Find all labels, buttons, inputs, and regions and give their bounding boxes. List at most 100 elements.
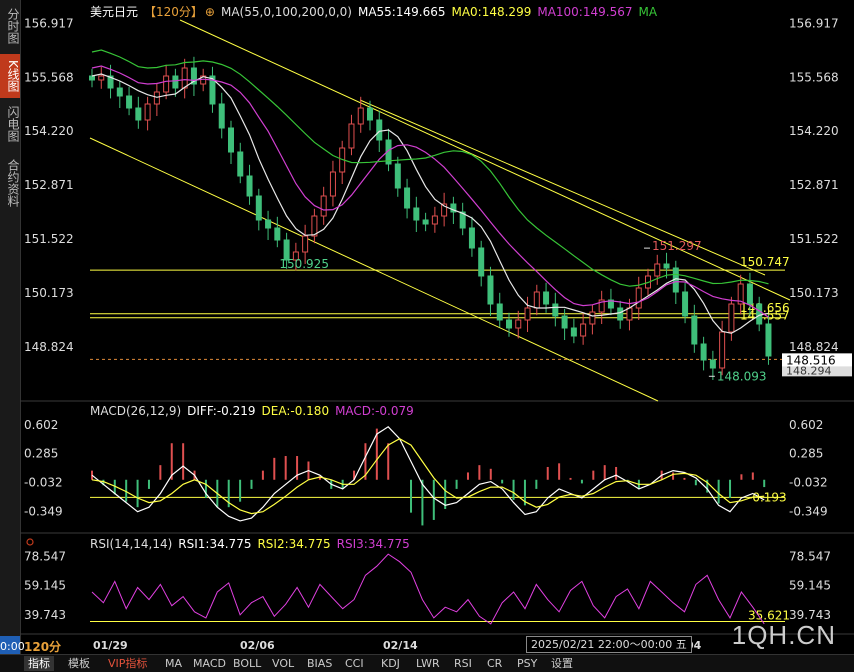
tab-cci[interactable]: CCI — [345, 657, 364, 670]
candle — [468, 227, 475, 249]
candle — [746, 283, 753, 305]
candle — [311, 215, 318, 237]
rsi-line — [91, 553, 765, 625]
rsi-name: RSI(14,14,14) — [90, 537, 173, 551]
indicator-tab-bar: 指标 模板 VIP指标 MA MACD BOLL VOL BIAS CCI KD… — [0, 654, 854, 672]
tab-bias[interactable]: BIAS — [307, 657, 333, 670]
high-annotation: 151.297 — [652, 239, 702, 253]
brand-logo: 1QH.CN — [731, 620, 836, 650]
tab-indicators[interactable]: 指标 — [24, 656, 54, 671]
ma-params: MA(55,0,100,200,0,0) — [220, 5, 352, 19]
y-tick-left: -0.349 — [24, 505, 63, 519]
tab-macd[interactable]: MACD — [193, 657, 226, 670]
macd-name: MACD(26,12,9) — [90, 404, 182, 418]
candle — [506, 319, 512, 329]
rsi2-value: RSI2:34.775 — [257, 537, 331, 551]
low-annotation: 148.093 — [717, 369, 767, 383]
x-label: 01/29 — [93, 639, 128, 652]
tab-cr[interactable]: CR — [487, 657, 503, 670]
candle — [422, 219, 429, 225]
candle — [348, 123, 355, 149]
channel-upper — [179, 19, 791, 301]
y-tick-right: 150.173 — [789, 286, 839, 300]
y-tick-left: 59.145 — [24, 579, 66, 593]
rsi3-value: RSI3:34.775 — [336, 537, 410, 551]
y-tick-left: 152.871 — [24, 178, 74, 192]
candle — [756, 303, 763, 325]
gear-icon[interactable]: ⊕ — [204, 5, 215, 19]
tab-kline-chart[interactable]: K线图 — [0, 54, 20, 98]
settings-icon — [26, 538, 34, 546]
candle — [237, 151, 244, 177]
period-selector[interactable]: 【120分】 — [144, 5, 203, 19]
tab-template[interactable]: 模板 — [68, 657, 90, 670]
tab-contract-info[interactable]: 合约资料 — [6, 159, 20, 207]
candle — [292, 251, 299, 261]
ma100-value: MA100:149.567 — [537, 5, 633, 19]
y-tick-right: 156.917 — [789, 16, 839, 30]
candle — [737, 283, 744, 305]
tab-kdj[interactable]: KDJ — [381, 657, 400, 670]
candle — [126, 95, 133, 109]
period-badge[interactable]: 120分 — [24, 640, 62, 654]
tab-rsi[interactable]: RSI — [454, 657, 472, 670]
candle — [765, 323, 772, 357]
sidebar: 分时图 K线图 闪电图 合约资料 — [0, 0, 21, 671]
tab-time-chart[interactable]: 分时图 — [6, 8, 20, 44]
chart-canvas[interactable]: 156.917 156.917 155.568 155.568 154.220 154.2… — [20, 0, 854, 654]
y-tick-right: 152.871 — [789, 178, 839, 192]
candle — [98, 75, 105, 81]
hidden-price-box — [782, 365, 852, 377]
candle — [478, 247, 485, 277]
x-label: 02/06 — [240, 639, 275, 652]
candle — [228, 127, 234, 153]
candle — [654, 263, 661, 277]
y-tick-left: -0.032 — [24, 476, 63, 490]
candle — [617, 307, 624, 321]
y-tick-left: 0.602 — [24, 418, 58, 432]
y-tick-left: 0.285 — [24, 447, 58, 461]
ma55-value: MA55:149.665 — [357, 5, 446, 19]
tab-flash-chart[interactable]: 闪电图 — [6, 106, 20, 142]
candle — [135, 107, 142, 121]
candle — [153, 91, 160, 105]
last-price-box — [782, 353, 852, 367]
time-zero-badge: 0:00 — [0, 636, 25, 658]
ma200-line — [91, 49, 769, 287]
macd-value: MACD:-0.079 — [335, 404, 414, 418]
level-label: 150.747 — [740, 255, 790, 269]
tab-lwr[interactable]: LWR — [416, 657, 440, 670]
y-tick-left: 78.547 — [24, 549, 66, 563]
rsi-level-label: 35.621 — [748, 608, 790, 622]
tab-settings[interactable]: 设置 — [551, 657, 573, 670]
y-tick-left: 39.743 — [24, 608, 66, 622]
candle — [533, 291, 540, 309]
candle — [367, 107, 373, 121]
candle — [218, 103, 225, 129]
diff-line — [91, 426, 765, 522]
candle — [357, 107, 364, 125]
tab-boll[interactable]: BOLL — [233, 657, 262, 670]
tab-psy[interactable]: PSY — [517, 657, 538, 670]
candle — [626, 307, 633, 321]
channel-lower — [89, 137, 659, 402]
candle — [607, 299, 614, 309]
candle — [181, 67, 188, 89]
low-annotation: 150.925 — [279, 257, 329, 271]
candle — [404, 187, 411, 209]
ma100-line — [91, 65, 769, 318]
tab-ma[interactable]: MA — [165, 657, 183, 670]
candle — [265, 219, 272, 229]
candle — [431, 215, 438, 225]
y-tick-right: 154.220 — [789, 124, 839, 138]
trend-line — [359, 99, 766, 276]
candle — [116, 87, 123, 97]
y-tick-right: -0.349 — [789, 505, 828, 519]
candle — [190, 67, 197, 85]
candle — [144, 103, 151, 121]
crosshair-time: 2025/02/21 22:00～00:00 五 — [526, 636, 692, 653]
tab-vol[interactable]: VOL — [272, 657, 295, 670]
y-tick-left: 148.824 — [24, 340, 74, 354]
tab-vip-indicators[interactable]: VIP指标 — [108, 657, 148, 670]
candle — [589, 311, 596, 325]
